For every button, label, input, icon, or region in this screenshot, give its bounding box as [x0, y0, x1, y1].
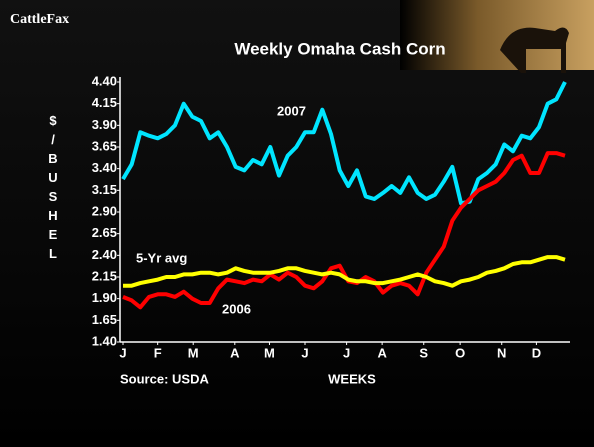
x-tick-label: M — [188, 345, 199, 360]
y-tick-label: 2.65 — [92, 225, 117, 240]
x-tick-label: O — [455, 345, 465, 360]
annotation: 2007 — [277, 103, 306, 118]
x-tick-label: A — [377, 345, 387, 360]
x-tick-label: A — [230, 345, 240, 360]
y-tick-label: 3.90 — [92, 117, 117, 132]
y-tick-label: 1.90 — [92, 290, 117, 305]
x-tick-label: M — [264, 345, 275, 360]
x-tick-label: J — [301, 345, 308, 360]
y-tick-label: 3.15 — [92, 182, 117, 197]
cow-silhouette — [500, 27, 569, 74]
x-axis-label: WEEKS — [328, 371, 376, 386]
chart-title: Weekly Omaha Cash Corn — [234, 39, 445, 58]
y-tick-label: 2.15 — [92, 268, 117, 283]
x-tick-label: J — [343, 345, 350, 360]
series-line — [122, 151, 566, 310]
y-tick-label: 3.65 — [92, 138, 117, 153]
y-tick-label: 1.65 — [92, 312, 117, 327]
x-tick-label: F — [154, 345, 162, 360]
annotation: 5-Yr avg — [136, 250, 187, 265]
series-line — [121, 81, 567, 206]
y-tick-label: 1.40 — [92, 333, 117, 348]
source: Source: USDA — [120, 371, 209, 386]
y-axis-label: $ / B U S H E L — [48, 113, 57, 261]
x-tick-label: S — [419, 345, 428, 360]
x-tick-label: D — [532, 345, 541, 360]
x-tick-label: J — [119, 345, 126, 360]
logo: CattleFax — [10, 12, 69, 27]
annotation: 2006 — [222, 301, 251, 316]
y-tick-label: 2.40 — [92, 247, 117, 262]
y-tick-label: 2.90 — [92, 203, 117, 218]
x-tick-label: N — [497, 345, 506, 360]
series-line — [123, 255, 566, 288]
y-tick-label: 4.15 — [92, 95, 117, 110]
y-tick-label: 3.40 — [92, 160, 117, 175]
y-tick-label: 4.40 — [92, 73, 117, 88]
